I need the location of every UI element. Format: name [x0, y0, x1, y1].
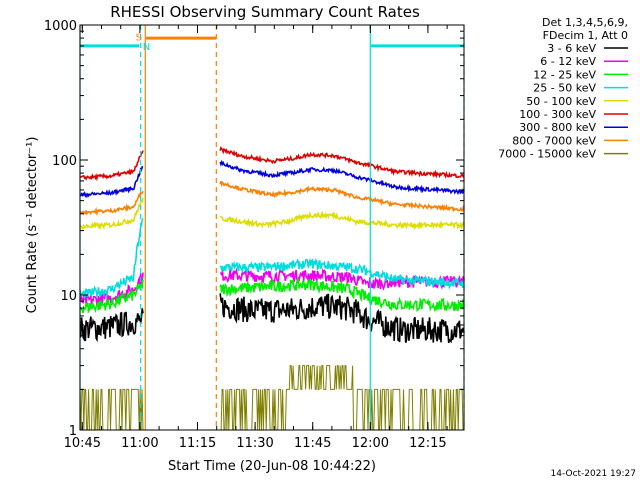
annotation-n: N — [143, 42, 150, 53]
y-tick-label: 1 — [69, 424, 77, 439]
legend-label: 12 - 25 keV — [533, 68, 596, 81]
annotation-s: S — [136, 33, 142, 44]
legend-label: 3 - 6 keV — [547, 42, 596, 55]
x-tick-label: 11:00 — [121, 436, 158, 451]
x-tick-label: 12:15 — [409, 436, 446, 451]
x-tick-label: 11:30 — [236, 436, 273, 451]
series-line-100-300-kev-seg-1 — [219, 146, 465, 179]
legend-label: 300 - 800 keV — [519, 121, 596, 134]
x-tick-label: 11:15 — [179, 436, 216, 451]
series-line-800-7000-kev-seg-0 — [79, 190, 144, 216]
series-line-50-100-kev-seg-1 — [219, 210, 465, 231]
series-line-3-6-kev-seg-1 — [219, 293, 465, 344]
series-line-3-6-kev-seg-0 — [79, 308, 144, 343]
plot-background — [80, 25, 464, 430]
plot-frame — [79, 24, 465, 431]
legend-label: 7000 - 15000 keV — [498, 148, 596, 161]
legend-header-line-1: Det 1,3,4,5,6,9, — [542, 16, 628, 29]
series-line-100-300-kev-seg-0 — [79, 150, 144, 182]
x-tick-label: 12:00 — [352, 436, 389, 451]
series-line-25-50-kev-seg-1 — [219, 257, 465, 290]
series-line-12-25-kev-seg-0 — [79, 279, 144, 314]
legend-label: 25 - 50 keV — [533, 82, 596, 95]
y-axis-label: Count Rate (s⁻¹ detector⁻¹) — [25, 137, 40, 314]
y-tick-label: 1000 — [44, 19, 77, 34]
series-line-12-25-kev-seg-1 — [219, 278, 465, 313]
footer-timestamp: 14-Oct-2021 19:27 — [551, 469, 636, 479]
chart-title: RHESSI Observing Summary Count Rates — [110, 3, 420, 21]
x-tick-label: 11:45 — [294, 436, 331, 451]
plot-area — [80, 25, 464, 430]
series-line-300-800-kev-seg-1 — [219, 159, 465, 196]
y-tick-label: 100 — [52, 154, 77, 169]
legend-label: 800 - 7000 keV — [512, 134, 596, 147]
series-line-800-7000-kev-seg-1 — [219, 180, 465, 213]
legend-label: 100 - 300 keV — [519, 108, 596, 121]
legend-header-line-2: FDecim 1, Att 0 — [543, 29, 628, 42]
series-line-50-100-kev-seg-0 — [79, 197, 144, 231]
series-line-25-50-kev-seg-0 — [79, 218, 144, 299]
legend-label: 6 - 12 keV — [540, 55, 596, 68]
y-tick-label: 10 — [60, 289, 77, 304]
series-line-300-800-kev-seg-0 — [80, 165, 144, 199]
x-tick-label: 10:45 — [64, 436, 101, 451]
x-axis-label: Start Time (20-Jun-08 10:44:22) — [168, 459, 376, 474]
legend-label: 50 - 100 keV — [526, 95, 596, 108]
